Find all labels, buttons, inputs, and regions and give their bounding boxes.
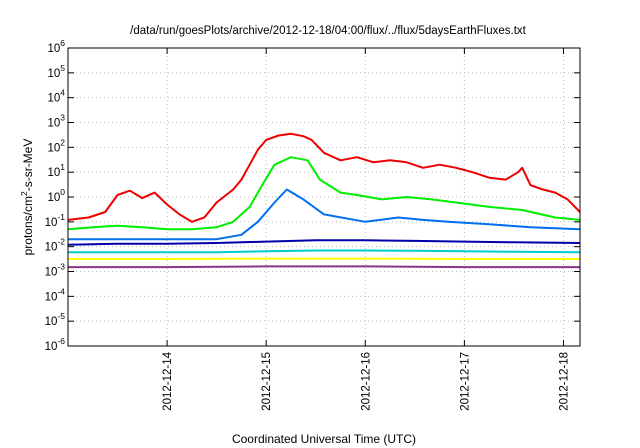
x-axis-label: Coordinated Universal Time (UTC) <box>232 432 416 446</box>
y-tick-label: 10-2 <box>45 237 66 254</box>
x-tick-label: 2012-12-17 <box>459 352 471 411</box>
x-tick-label: 2012-12-15 <box>261 352 273 411</box>
y-tick-label: 101 <box>47 162 65 179</box>
series-line-3 <box>68 188 581 241</box>
series-layer <box>67 132 581 269</box>
y-axis-label: protons/cm2-s-sr-MeV <box>19 139 35 256</box>
x-tick-label: 2012-12-18 <box>558 352 570 411</box>
series-line-5 <box>68 249 581 254</box>
y-tick-label: 10-5 <box>45 311 66 328</box>
y-tick-label: 105 <box>47 63 65 80</box>
x-tick-label: 2012-12-14 <box>162 351 174 410</box>
y-tick-label: 102 <box>47 137 65 154</box>
y-tick-label: 10-1 <box>45 212 66 229</box>
y-tick-label: 106 <box>47 38 65 55</box>
series-line-4 <box>67 239 581 246</box>
series-line-2 <box>67 156 581 231</box>
y-tick-label: 103 <box>47 113 65 130</box>
series-line-1 <box>67 132 581 223</box>
series-line-7 <box>68 265 580 269</box>
chart-title: /data/run/goesPlots/archive/2012-12-18/0… <box>130 25 526 37</box>
y-tick-label: 10-4 <box>45 286 66 303</box>
y-tick-label: 10-3 <box>45 262 66 279</box>
y-tick-label: 104 <box>47 88 65 105</box>
y-tick-label: 100 <box>47 187 65 204</box>
x-tick-label: 2012-12-16 <box>360 352 372 411</box>
y-tick-label: 10-6 <box>45 336 66 353</box>
